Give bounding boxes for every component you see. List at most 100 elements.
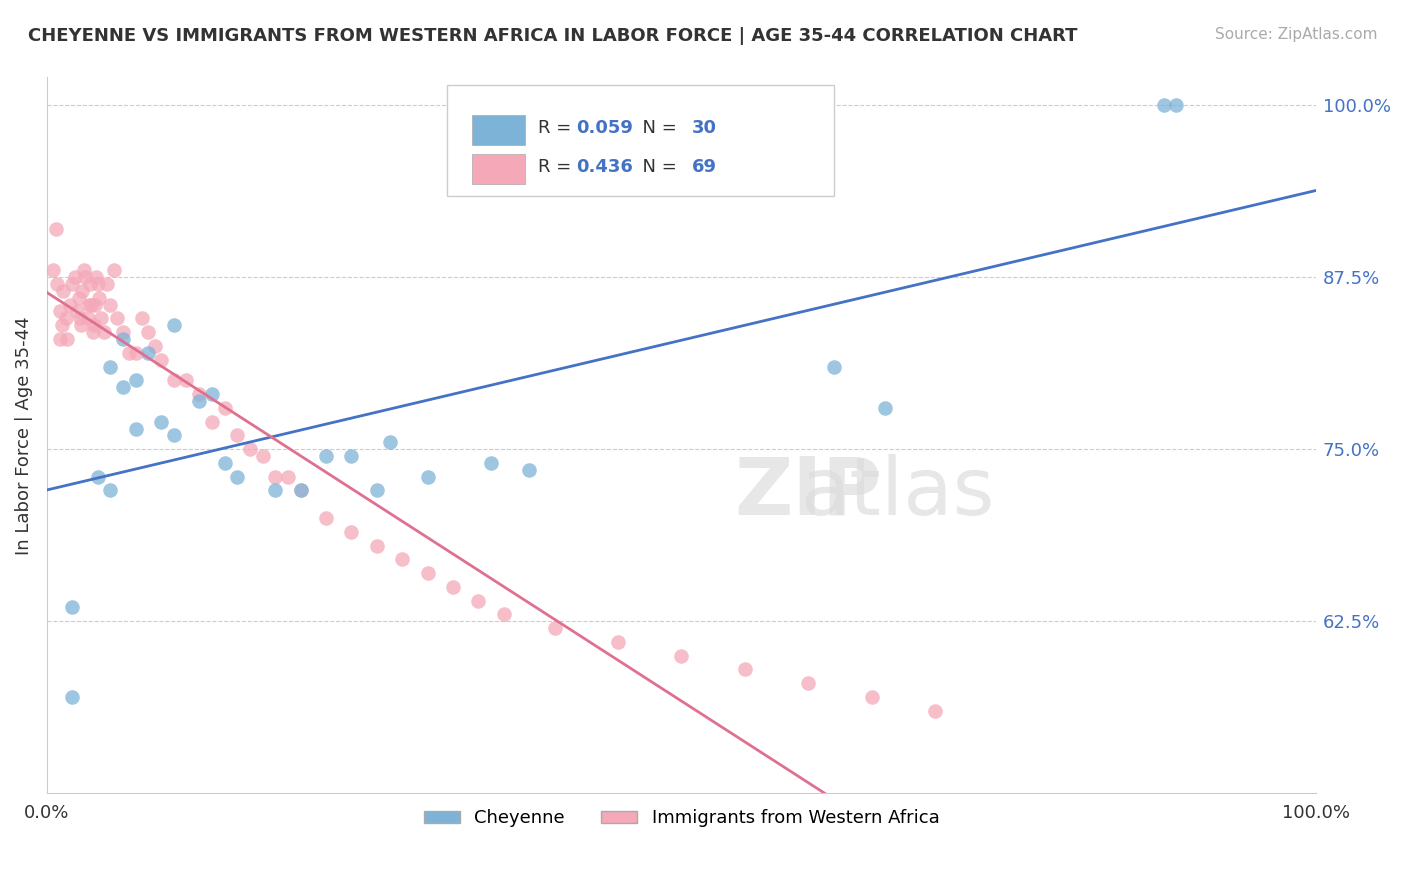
- Point: [103, 263, 125, 277]
- Text: Source: ZipAtlas.com: Source: ZipAtlas.com: [1215, 27, 1378, 42]
- Point: [479, 456, 502, 470]
- Point: [86, 277, 108, 291]
- FancyBboxPatch shape: [472, 115, 526, 145]
- Point: [125, 421, 148, 435]
- Point: [70, 318, 93, 333]
- Point: [517, 463, 540, 477]
- Point: [73, 263, 96, 277]
- Point: [252, 449, 274, 463]
- Point: [63, 270, 86, 285]
- Point: [125, 346, 148, 360]
- Point: [378, 435, 401, 450]
- Point: [416, 566, 439, 580]
- Text: 0.059: 0.059: [576, 119, 633, 136]
- Point: [163, 318, 186, 333]
- Point: [138, 325, 160, 339]
- Point: [118, 346, 141, 360]
- Text: N =: N =: [631, 158, 682, 176]
- Point: [1153, 98, 1175, 112]
- Point: [391, 552, 413, 566]
- Point: [55, 311, 77, 326]
- Point: [72, 284, 94, 298]
- Point: [98, 359, 121, 374]
- Point: [86, 469, 108, 483]
- Point: [83, 318, 105, 333]
- Point: [239, 442, 262, 457]
- Point: [86, 270, 108, 285]
- Text: 69: 69: [692, 158, 717, 176]
- Point: [112, 325, 135, 339]
- Point: [56, 332, 79, 346]
- Point: [77, 297, 100, 311]
- Text: 0.436: 0.436: [576, 158, 633, 176]
- Point: [45, 222, 67, 236]
- Point: [924, 704, 946, 718]
- Point: [607, 635, 630, 649]
- Point: [80, 297, 103, 311]
- Point: [98, 297, 121, 311]
- Point: [873, 401, 896, 415]
- Point: [84, 297, 107, 311]
- Point: [48, 304, 70, 318]
- Point: [48, 332, 70, 346]
- Point: [366, 483, 388, 498]
- Point: [90, 311, 112, 326]
- Point: [42, 263, 65, 277]
- Point: [131, 311, 153, 326]
- Point: [138, 346, 160, 360]
- Point: [340, 524, 363, 539]
- Point: [201, 415, 224, 429]
- Point: [441, 580, 464, 594]
- Point: [188, 394, 211, 409]
- Point: [366, 539, 388, 553]
- Point: [823, 359, 845, 374]
- Point: [79, 277, 101, 291]
- Point: [143, 339, 166, 353]
- Point: [176, 373, 198, 387]
- Point: [93, 325, 115, 339]
- Point: [112, 380, 135, 394]
- Point: [797, 676, 820, 690]
- Text: N =: N =: [631, 119, 682, 136]
- Point: [290, 483, 312, 498]
- Point: [46, 277, 69, 291]
- Point: [734, 662, 756, 676]
- Point: [67, 291, 90, 305]
- Point: [226, 428, 249, 442]
- Text: R =: R =: [538, 158, 576, 176]
- Point: [214, 401, 236, 415]
- Point: [112, 332, 135, 346]
- Text: ZIP: ZIP: [735, 454, 882, 532]
- Point: [188, 387, 211, 401]
- Point: [226, 469, 249, 483]
- Point: [52, 284, 75, 298]
- Point: [150, 352, 173, 367]
- Point: [150, 415, 173, 429]
- Point: [1166, 98, 1188, 112]
- Point: [76, 311, 98, 326]
- Y-axis label: In Labor Force | Age 35-44: In Labor Force | Age 35-44: [15, 316, 32, 555]
- Point: [87, 291, 110, 305]
- Point: [51, 318, 73, 333]
- Text: 30: 30: [692, 119, 717, 136]
- FancyBboxPatch shape: [447, 85, 834, 195]
- Point: [163, 428, 186, 442]
- Point: [315, 511, 337, 525]
- Point: [105, 311, 128, 326]
- Text: atlas: atlas: [800, 454, 994, 532]
- Point: [860, 690, 883, 704]
- Legend: Cheyenne, Immigrants from Western Africa: Cheyenne, Immigrants from Western Africa: [416, 802, 946, 834]
- Point: [201, 387, 224, 401]
- Point: [467, 593, 489, 607]
- Point: [543, 621, 565, 635]
- Point: [98, 483, 121, 498]
- Point: [60, 690, 83, 704]
- Point: [96, 277, 118, 291]
- Text: R =: R =: [538, 119, 576, 136]
- Point: [290, 483, 312, 498]
- Point: [59, 297, 82, 311]
- Point: [125, 373, 148, 387]
- Point: [671, 648, 693, 663]
- Point: [73, 270, 96, 285]
- Point: [340, 449, 363, 463]
